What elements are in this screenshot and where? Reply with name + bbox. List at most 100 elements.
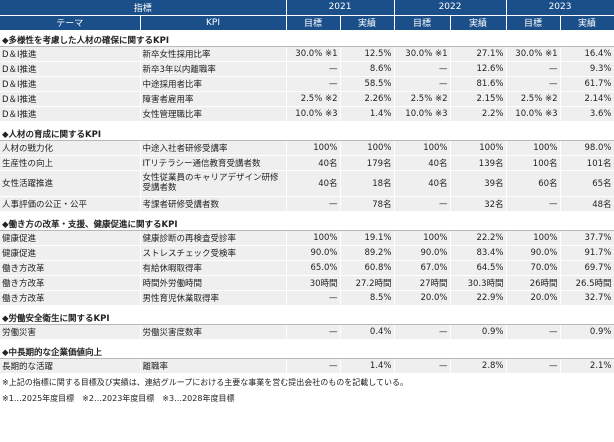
theme-cell: 生産性の向上 — [0, 155, 141, 171]
table-row: D＆I推進 中途採用者比率 —58.5% —81.6% —61.7% — [0, 76, 614, 92]
actual-value-cell: 2.8% — [450, 358, 507, 374]
theme-cell: 働き方改革 — [0, 275, 141, 291]
actual-value-cell: 18名 — [340, 170, 395, 197]
target-value-cell: 65.0% — [286, 260, 341, 276]
actual-value-cell: 12.6% — [450, 61, 507, 77]
target-value-cell: 30.0% ※1 — [506, 46, 561, 62]
theme-cell: D＆I推進 — [0, 76, 141, 92]
year-2022-header: 2022 — [394, 0, 507, 16]
actual-value-cell: 139名 — [450, 155, 507, 171]
target-header: 目標 — [286, 15, 341, 31]
actual-value-cell: 30.3時間 — [450, 275, 507, 291]
target-value-cell: 100% — [506, 140, 561, 156]
kpi-cell: 女性管理職比率 — [140, 106, 287, 122]
section-title: ◆人材の育成に関するKPI — [0, 124, 614, 141]
kpi-cell: 中途採用者比率 — [140, 76, 287, 92]
actual-value-cell: 61.7% — [560, 76, 614, 92]
target-value-cell: 100名 — [506, 155, 561, 171]
actual-value-cell: 64.5% — [450, 260, 507, 276]
target-value-cell: 20.0% — [394, 290, 451, 306]
table-row: 生産性の向上 ITリテラシー通信教育受講者数 40名 179名 40名 139名 100名 1… — [0, 155, 614, 171]
target-value-cell: — — [394, 196, 451, 212]
target-value-cell: — — [286, 61, 341, 77]
actual-value-cell: 0.4% — [340, 324, 395, 340]
target-value-cell: 30.0% ※1 — [286, 46, 341, 62]
actual-value-cell: 2.15% — [450, 91, 507, 107]
actual-value-cell: 27.1% — [450, 46, 507, 62]
target-value-cell: 40名 — [394, 170, 451, 197]
target-header: 目標 — [506, 15, 561, 31]
target-value-cell: — — [394, 61, 451, 77]
target-value-cell: — — [286, 76, 341, 92]
actual-value-cell: 58.5% — [340, 76, 395, 92]
actual-value-cell: 91.7% — [560, 245, 614, 261]
table-row: 女性活躍推進 女性従業員のキャリアデザイン研修受講者数 40名 18名 40名 39名 60… — [0, 170, 614, 197]
actual-value-cell: 89.2% — [340, 245, 395, 261]
actual-value-cell: 69.7% — [560, 260, 614, 276]
actual-value-cell: 2.26% — [340, 91, 395, 107]
footnote-scope: ※上記の指標に関する目標及び実績は、連結グループにおける主要な事業を営む提出会社… — [2, 378, 408, 387]
actual-value-cell: 1.4% — [340, 358, 395, 374]
actual-value-cell: 22.9% — [450, 290, 507, 306]
theme-cell: 女性活躍推進 — [0, 170, 141, 197]
actual-value-cell: 16.4% — [560, 46, 614, 62]
target-value-cell: 60名 — [506, 170, 561, 197]
theme-cell: D＆I推進 — [0, 61, 141, 77]
target-value-cell: 90.0% — [394, 245, 451, 261]
kpi-table: 指標 2021 2022 2023 テーマ KPI 目標 実績 目標 実績 目標… — [0, 0, 614, 376]
table-row: 健康促進 健康診断の再検査受診率 100% 19.1% 100% 22.2% 100% 37.… — [0, 230, 614, 246]
kpi-cell: 新卒3年以内離職率 — [140, 61, 287, 77]
table-row: 働き方改革 有給休暇取得率 65.0% 60.8% 67.0% 64.5% 70.0% 69.… — [0, 260, 614, 276]
kpi-cell: 新卒女性採用比率 — [140, 46, 287, 62]
target-value-cell: 10.0% ※3 — [286, 106, 341, 122]
table-row: 人材の戦力化 中途入社者研修受講率 100% 100% 100% 100% 100% 98.0… — [0, 140, 614, 156]
section-header-row: ◆働き方の改革・支援、健康促進に関するKPI — [0, 214, 614, 231]
table-row: D＆I推進 新卒女性採用比率 30.0% ※1 12.5% 30.0% ※1 27.1% 3… — [0, 46, 614, 62]
kpi-cell: 労働災害度数率 — [140, 324, 287, 340]
header-row-columns: テーマ KPI 目標 実績 目標 実績 目標 実績 — [0, 15, 614, 31]
target-value-cell: — — [286, 290, 341, 306]
target-value-cell: 2.5% ※2 — [394, 91, 451, 107]
target-value-cell: 40名 — [286, 155, 341, 171]
actual-value-cell: 101名 — [560, 155, 614, 171]
kpi-cell: 健康診断の再検査受診率 — [140, 230, 287, 246]
section-title: ◆働き方の改革・支援、健康促進に関するKPI — [0, 214, 614, 231]
theme-cell: 人事評価の公正・公平 — [0, 196, 141, 212]
actual-value-cell: 32名 — [450, 196, 507, 212]
theme-cell: 健康促進 — [0, 245, 141, 261]
actual-value-cell: 26.5時間 — [560, 275, 614, 291]
target-value-cell: 40名 — [394, 155, 451, 171]
target-value-cell: — — [506, 76, 561, 92]
kpi-table-body: ◆多様性を考慮した人材の確保に関するKPI D＆I推進 新卒女性採用比率 30.0% … — [0, 30, 614, 376]
target-value-cell: 40名 — [286, 170, 341, 197]
actual-value-cell: 8.5% — [340, 290, 395, 306]
table-row: D＆I推進 新卒3年以内離職率 —8.6% —12.6% —9.3% — [0, 61, 614, 77]
target-value-cell: 30時間 — [286, 275, 341, 291]
section-spacer — [0, 373, 614, 376]
table-row: 働き方改革 男性育児休業取得率 —8.5% 20.0% 22.9% 20.0% 32.7% — [0, 290, 614, 306]
header-row-years: 指標 2021 2022 2023 — [0, 0, 614, 16]
target-value-cell: 90.0% — [506, 245, 561, 261]
actual-value-cell: 2.2% — [450, 106, 507, 122]
table-row: 長期的な活躍 離職率 —1.4% —2.8% —2.1% — [0, 358, 614, 374]
table-row: 労働災害 労働災害度数率 —0.4% —0.9% —0.9% — [0, 324, 614, 340]
kpi-cell: 時間外労働時間 — [140, 275, 287, 291]
section-title: ◆多様性を考慮した人材の確保に関するKPI — [0, 30, 614, 47]
target-value-cell: 100% — [286, 230, 341, 246]
actual-value-cell: 2.1% — [560, 358, 614, 374]
target-value-cell: 100% — [286, 140, 341, 156]
actual-value-cell: 39名 — [450, 170, 507, 197]
table-row: D＆I推進 障害者雇用率 2.5% ※2 2.26% 2.5% ※2 2.15% 2.5% … — [0, 91, 614, 107]
actual-header: 実績 — [450, 15, 507, 31]
target-value-cell: — — [286, 324, 341, 340]
actual-value-cell: 9.3% — [560, 61, 614, 77]
kpi-cell: 障害者雇用率 — [140, 91, 287, 107]
kpi-header: KPI — [140, 15, 287, 31]
actual-value-cell: 65名 — [560, 170, 614, 197]
theme-cell: 働き方改革 — [0, 290, 141, 306]
section-header-row: ◆労働安全衛生に関するKPI — [0, 308, 614, 325]
theme-cell: 健康促進 — [0, 230, 141, 246]
theme-header: テーマ — [0, 15, 141, 31]
kpi-cell: 中途入社者研修受講率 — [140, 140, 287, 156]
